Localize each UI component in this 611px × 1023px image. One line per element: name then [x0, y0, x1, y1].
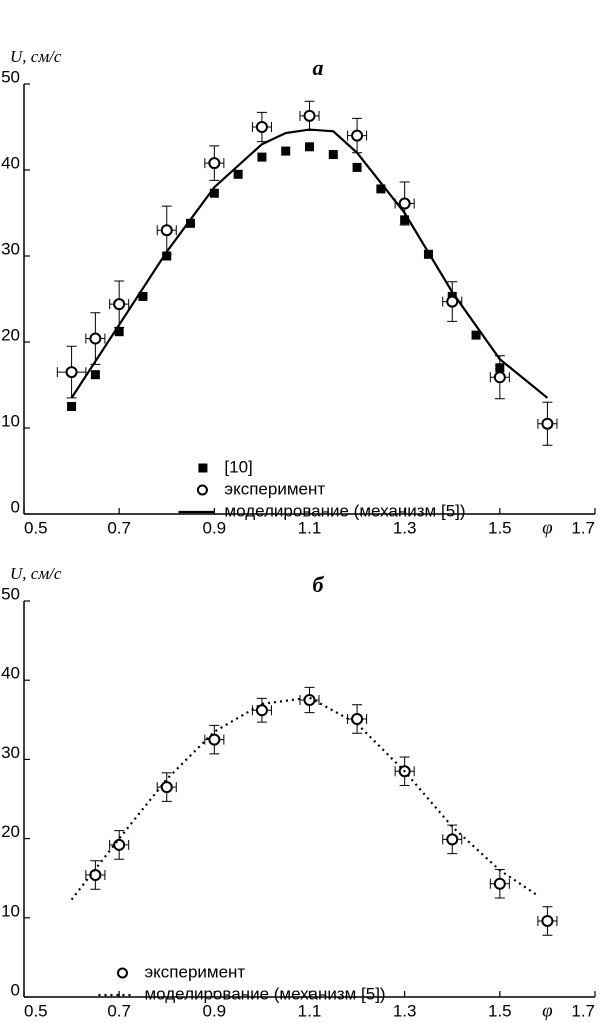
y-axis-label: U, см/с	[10, 564, 62, 583]
y-axis-label: U, см/с	[10, 47, 62, 66]
x-tick-label: 0.5	[24, 518, 48, 537]
chart-title: а	[313, 55, 324, 80]
chart-title: б	[313, 572, 325, 597]
circle-point	[208, 157, 221, 170]
circle-point	[541, 417, 554, 430]
x-tick-label: 0.5	[24, 1001, 48, 1020]
square-point	[281, 146, 291, 156]
square-point	[209, 188, 219, 198]
square-point	[233, 169, 243, 179]
legend-label: эксперимент	[144, 962, 245, 981]
x-tick-label: 0.7	[107, 518, 131, 537]
square-point	[257, 152, 267, 162]
circle-point	[303, 109, 316, 122]
circle-point	[65, 366, 78, 379]
model-line	[70, 128, 549, 399]
legend-label: [10]	[224, 457, 252, 476]
model-line	[70, 696, 539, 901]
circle-point	[113, 298, 126, 311]
square-point	[305, 142, 314, 152]
circle-point	[160, 224, 173, 237]
square-point	[328, 150, 338, 160]
y-tick-label: 30	[1, 239, 20, 258]
square-point	[471, 330, 481, 340]
y-tick-label: 20	[1, 325, 20, 344]
x-tick-label: 0.7	[107, 1001, 131, 1020]
circle-point	[89, 332, 102, 345]
y-tick-label: 0	[11, 497, 20, 516]
square-point	[162, 251, 172, 261]
circle-point	[446, 833, 459, 846]
circle-point	[351, 713, 364, 726]
circle-point	[160, 781, 173, 794]
legend-label: моделирование (механизм [5])	[144, 984, 385, 1003]
y-tick-label: 0	[11, 980, 20, 999]
square-point	[67, 402, 77, 411]
legend-circle	[196, 484, 208, 496]
square-point	[138, 291, 148, 301]
x-tick-label: 1.7	[571, 518, 595, 537]
x-axis-label: φ	[542, 1000, 553, 1021]
circle-point	[351, 129, 364, 142]
circle-point	[255, 121, 268, 133]
circle-point	[541, 914, 554, 927]
y-tick-label: 10	[1, 411, 20, 430]
y-tick-label: 30	[1, 743, 20, 762]
x-tick-label: 1.5	[488, 518, 512, 537]
y-tick-label: 20	[1, 822, 20, 841]
y-tick-label: 50	[1, 67, 20, 86]
circle-point	[446, 295, 459, 308]
x-tick-label: 1.1	[298, 1001, 322, 1020]
x-tick-label: 1.3	[393, 1001, 417, 1020]
x-tick-label: 1.3	[393, 518, 417, 537]
square-point	[376, 184, 386, 194]
x-tick-label: 1.5	[488, 1001, 512, 1020]
circle-point	[255, 704, 268, 717]
circle-point	[493, 877, 506, 890]
circle-point	[398, 197, 411, 210]
x-tick-label: 0.9	[203, 1001, 227, 1020]
legend-circle	[116, 967, 128, 979]
legend-label: моделирование (механизм [5])	[224, 501, 465, 520]
y-tick-label: 40	[1, 153, 20, 172]
x-tick-label: 1.1	[298, 518, 322, 537]
square-point	[186, 218, 196, 228]
circle-point	[303, 694, 316, 706]
y-tick-label: 50	[1, 584, 20, 603]
square-point	[90, 370, 100, 380]
x-axis-label: φ	[542, 517, 553, 538]
square-point	[352, 162, 362, 172]
legend-square	[198, 463, 208, 473]
circle-point	[493, 371, 506, 384]
x-tick-label: 1.7	[571, 1001, 595, 1020]
square-point	[114, 327, 124, 337]
legend-label: эксперимент	[224, 479, 325, 498]
y-tick-label: 40	[1, 664, 20, 683]
y-tick-label: 10	[1, 901, 20, 920]
x-tick-label: 0.9	[203, 518, 227, 537]
circle-point	[208, 733, 221, 746]
